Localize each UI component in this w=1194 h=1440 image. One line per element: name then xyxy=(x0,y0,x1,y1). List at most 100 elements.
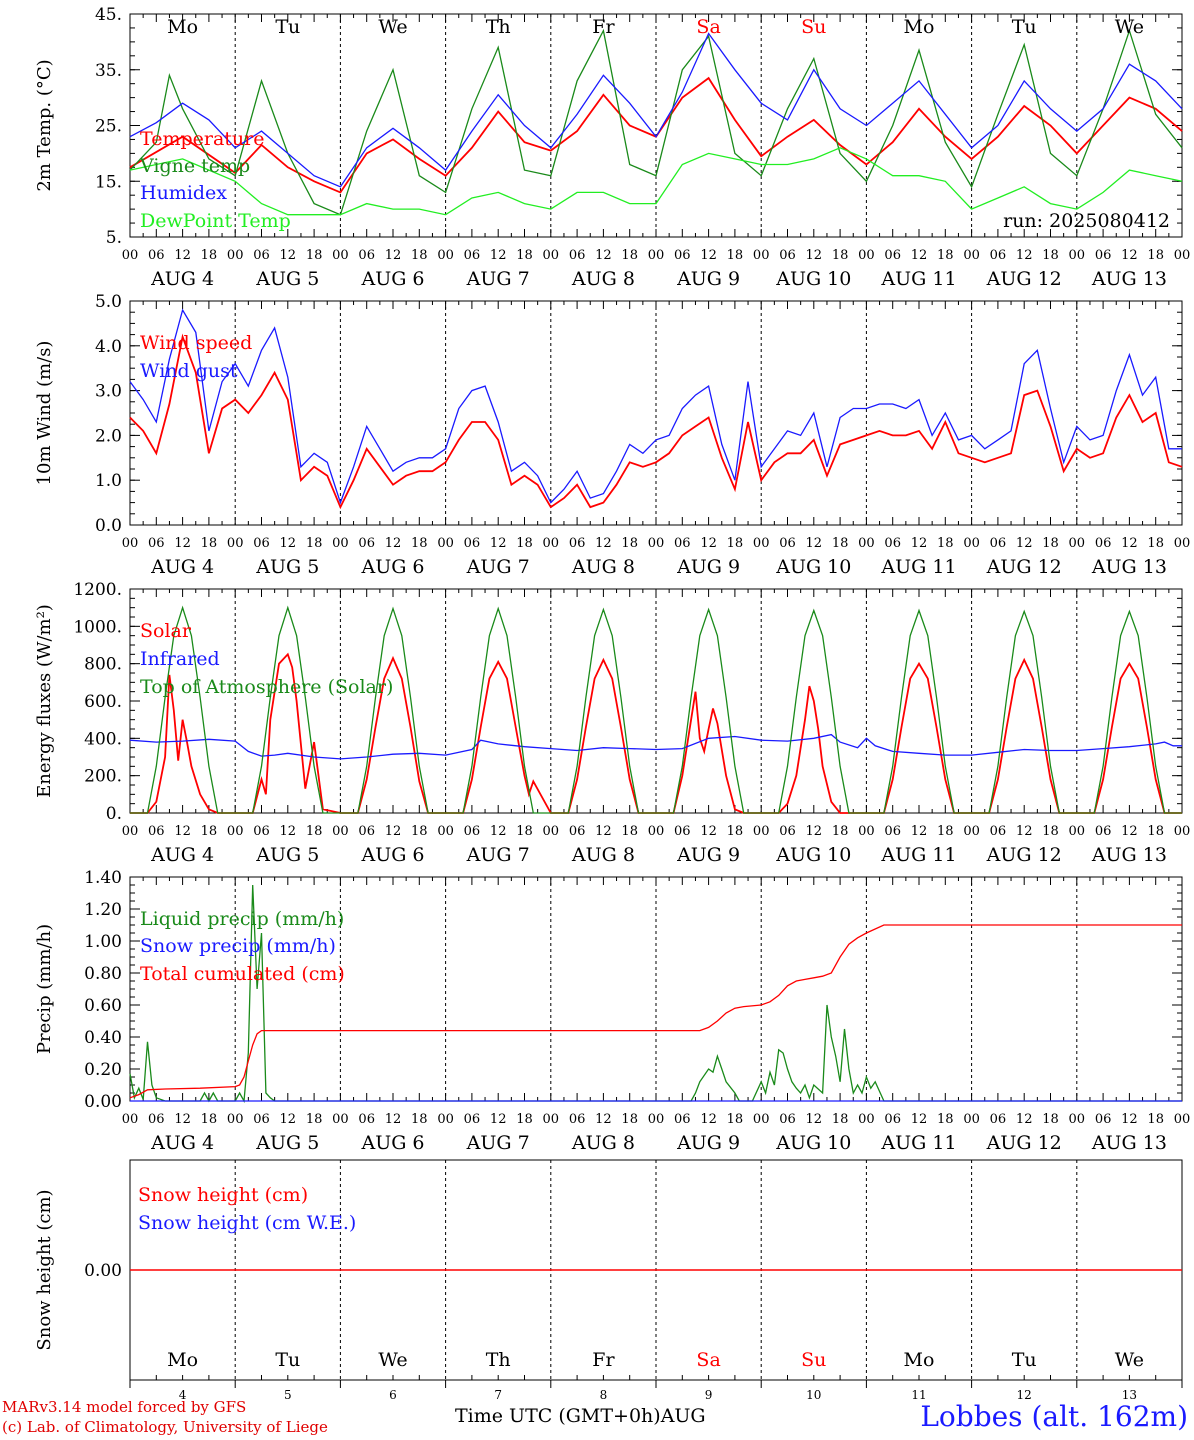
hour-tick-label: 00 xyxy=(858,248,875,263)
day-name-label: Mo xyxy=(167,16,198,38)
hour-tick-label: 06 xyxy=(569,536,586,551)
date-label: AUG 6 xyxy=(360,268,424,290)
y-tick-label: 15. xyxy=(95,172,122,192)
hour-tick-label: 18 xyxy=(411,1112,428,1127)
hour-tick-label: 18 xyxy=(1147,1112,1164,1127)
hour-tick-label: 18 xyxy=(1042,536,1059,551)
y-tick-label: 0.40 xyxy=(84,1028,122,1048)
y-axis-label: Energy fluxes (W/m²) xyxy=(34,604,55,798)
hour-tick-label: 12 xyxy=(174,1112,191,1127)
legend-entry: Total cumulated (cm) xyxy=(140,963,345,985)
hour-tick-label: 00 xyxy=(648,536,665,551)
hour-tick-label: 12 xyxy=(595,824,612,839)
hour-tick-label: 18 xyxy=(306,248,323,263)
hour-tick-label: 06 xyxy=(779,248,796,263)
hour-tick-label: 18 xyxy=(727,824,744,839)
hour-tick-label: 00 xyxy=(227,824,244,839)
hour-tick-label: 18 xyxy=(621,248,638,263)
hour-tick-label: 00 xyxy=(648,1112,665,1127)
hour-tick-label: 06 xyxy=(464,1112,481,1127)
hour-tick-label: 00 xyxy=(332,1112,349,1127)
hour-tick-label: 18 xyxy=(201,824,218,839)
day-name-label: Th xyxy=(486,1349,511,1371)
hour-tick-label: 12 xyxy=(595,248,612,263)
hour-tick-label: 18 xyxy=(937,1112,954,1127)
hour-tick-label: 12 xyxy=(700,1112,717,1127)
date-label: AUG 4 xyxy=(150,844,214,866)
hour-tick-label: 12 xyxy=(1121,1112,1138,1127)
hour-tick-label: 12 xyxy=(385,824,402,839)
hour-tick-label: 12 xyxy=(490,824,507,839)
hour-tick-label: 06 xyxy=(990,1112,1007,1127)
hour-tick-label: 18 xyxy=(937,824,954,839)
hour-tick-label: 06 xyxy=(464,248,481,263)
hour-tick-label: 12 xyxy=(1121,536,1138,551)
day-name-label: Fr xyxy=(592,1349,615,1371)
hour-tick-label: 00 xyxy=(122,536,139,551)
day-number-label: 12 xyxy=(1017,1388,1032,1402)
hour-tick-label: 12 xyxy=(806,824,823,839)
hour-tick-label: 18 xyxy=(937,536,954,551)
hour-tick-label: 00 xyxy=(122,1112,139,1127)
hour-tick-label: 00 xyxy=(858,1112,875,1127)
hour-tick-label: 12 xyxy=(174,536,191,551)
hour-tick-label: 00 xyxy=(437,1112,454,1127)
hour-tick-label: 00 xyxy=(1069,248,1086,263)
date-label: AUG 11 xyxy=(880,268,956,290)
series-line-temperature xyxy=(129,76,1183,194)
y-tick-label: 0.00 xyxy=(84,1092,122,1112)
hour-tick-label: 06 xyxy=(1095,824,1112,839)
date-label: AUG 12 xyxy=(986,1132,1062,1154)
hour-tick-label: 12 xyxy=(280,248,297,263)
date-label: AUG 9 xyxy=(676,844,740,866)
hour-tick-label: 06 xyxy=(253,248,270,263)
hour-tick-label: 12 xyxy=(806,248,823,263)
date-label: AUG 11 xyxy=(880,1132,956,1154)
date-label: AUG 13 xyxy=(1091,844,1167,866)
y-tick-label: 2.0 xyxy=(95,426,122,446)
hour-tick-label: 12 xyxy=(700,536,717,551)
hour-tick-label: 06 xyxy=(779,1112,796,1127)
day-name-label: Th xyxy=(486,16,511,38)
hour-tick-label: 00 xyxy=(543,536,560,551)
hour-tick-label: 18 xyxy=(937,248,954,263)
hour-tick-label: 06 xyxy=(569,824,586,839)
lab-credit: (c) Lab. of Climatology, University of L… xyxy=(2,1418,328,1436)
hour-tick-label: 18 xyxy=(832,824,849,839)
date-label: AUG 5 xyxy=(255,1132,319,1154)
date-label: AUG 8 xyxy=(571,268,635,290)
date-label: AUG 12 xyxy=(986,556,1062,578)
legend-entry: Snow precip (mm/h) xyxy=(140,935,336,957)
hour-tick-label: 18 xyxy=(621,1112,638,1127)
y-tick-label: 1.0 xyxy=(95,471,122,491)
hour-tick-label: 06 xyxy=(674,1112,691,1127)
hour-tick-label: 12 xyxy=(280,824,297,839)
hour-tick-label: 00 xyxy=(753,1112,770,1127)
hour-tick-label: 00 xyxy=(1174,824,1191,839)
hour-tick-label: 18 xyxy=(201,1112,218,1127)
hour-tick-label: 06 xyxy=(674,824,691,839)
date-label: AUG 6 xyxy=(360,1132,424,1154)
hour-tick-label: 00 xyxy=(543,824,560,839)
day-name-label: Sa xyxy=(696,1349,720,1371)
hour-tick-label: 00 xyxy=(963,1112,980,1127)
hour-tick-label: 12 xyxy=(700,824,717,839)
hour-tick-label: 18 xyxy=(516,824,533,839)
day-name-label: We xyxy=(1115,16,1144,38)
hour-tick-label: 06 xyxy=(148,824,165,839)
day-name-label: Mo xyxy=(167,1349,198,1371)
hour-tick-label: 12 xyxy=(911,824,928,839)
hour-tick-label: 06 xyxy=(674,536,691,551)
hour-tick-label: 06 xyxy=(990,248,1007,263)
day-name-label: Mo xyxy=(904,1349,935,1371)
date-label: AUG 10 xyxy=(775,268,851,290)
hour-tick-label: 12 xyxy=(595,536,612,551)
hour-tick-label: 12 xyxy=(806,1112,823,1127)
y-tick-label: 5. xyxy=(106,228,122,248)
hour-tick-label: 06 xyxy=(990,824,1007,839)
hour-tick-label: 18 xyxy=(1147,248,1164,263)
hour-tick-label: 00 xyxy=(332,536,349,551)
date-label: AUG 6 xyxy=(360,844,424,866)
hour-tick-label: 06 xyxy=(674,248,691,263)
y-tick-label: 3.0 xyxy=(95,382,122,402)
